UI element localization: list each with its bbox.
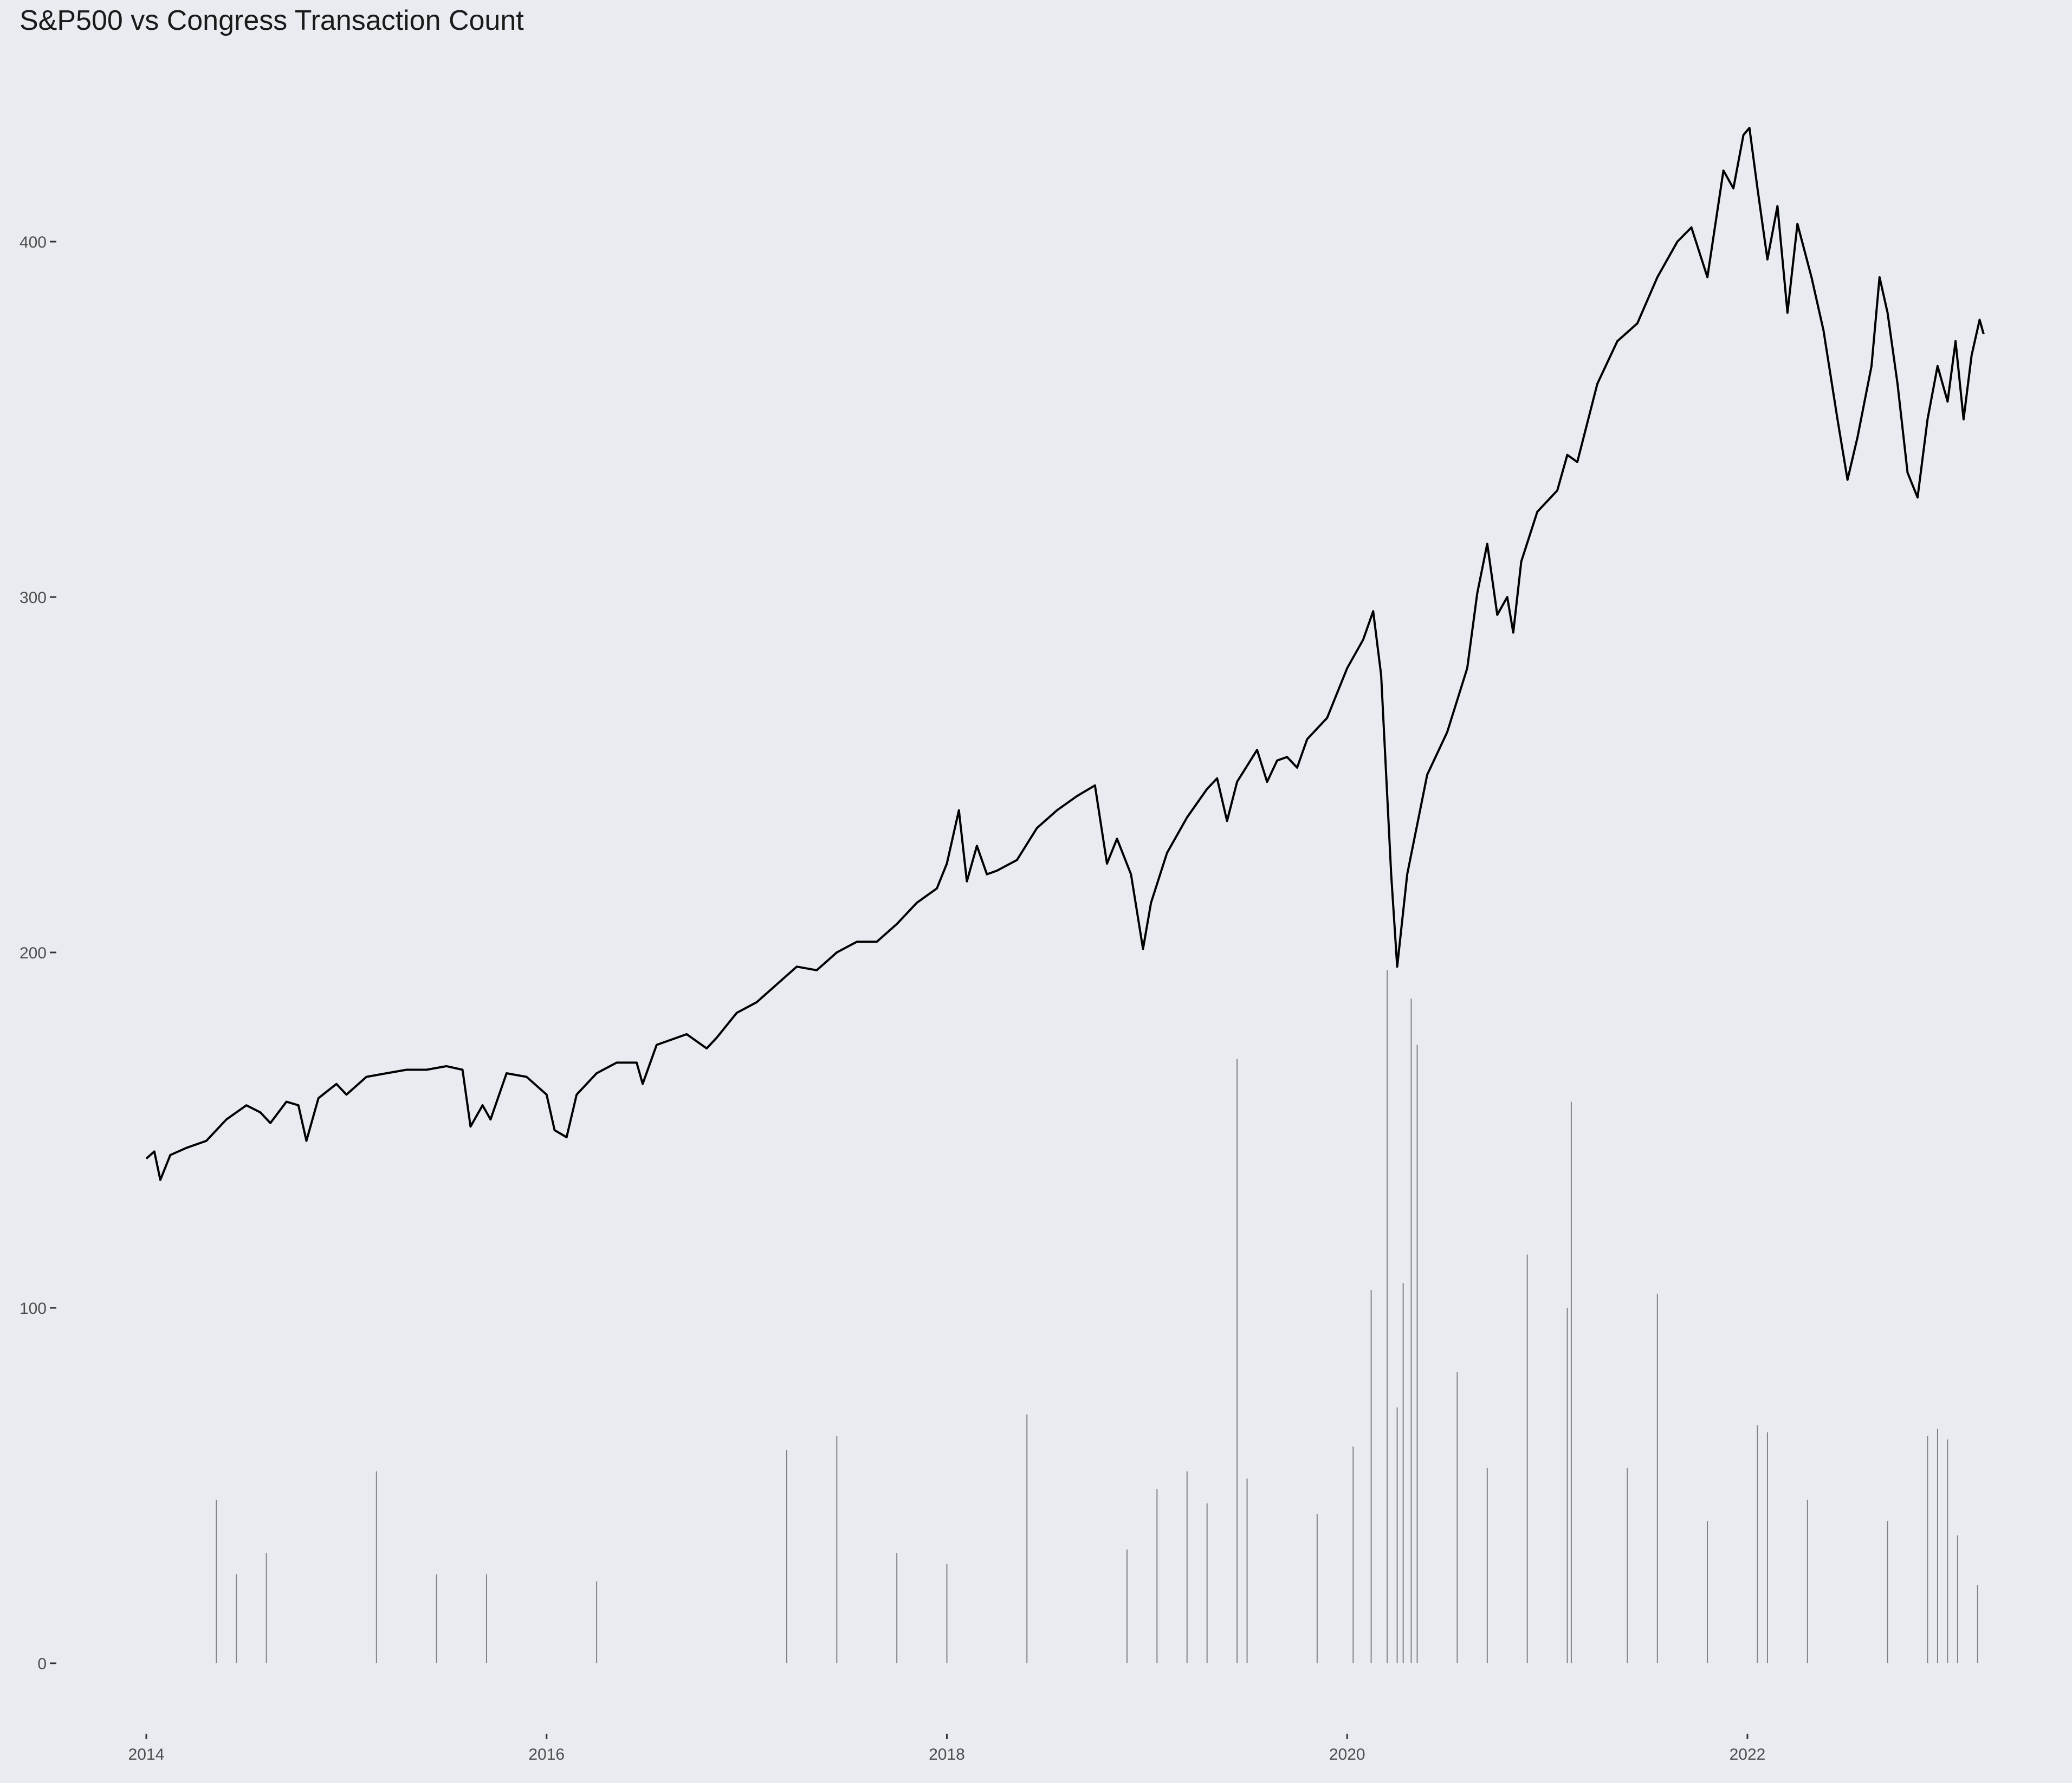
x-axis: 2014 2016 2018 2020 2022 xyxy=(128,1734,1766,1763)
y-tick-label-300: 300 xyxy=(20,589,47,607)
x-tick-label-2016: 2016 xyxy=(528,1746,565,1763)
y-tick-label-400: 400 xyxy=(20,234,47,251)
y-tick-label-100: 100 xyxy=(20,1300,47,1318)
transaction-bars xyxy=(216,970,1978,1663)
y-tick-label-200: 200 xyxy=(20,944,47,962)
x-tick-label-2018: 2018 xyxy=(929,1746,965,1763)
y-axis: 0 100 200 300 400 xyxy=(20,234,56,1673)
y-tick-label-0: 0 xyxy=(37,1655,47,1673)
sp500-line-layer xyxy=(145,127,1985,1181)
sp500-line xyxy=(145,127,1985,1181)
chart-title: S&P500 vs Congress Transaction Count xyxy=(20,5,524,36)
x-tick-label-2020: 2020 xyxy=(1329,1746,1365,1763)
x-tick-label-2022: 2022 xyxy=(1730,1746,1766,1763)
x-tick-label-2014: 2014 xyxy=(128,1746,165,1763)
